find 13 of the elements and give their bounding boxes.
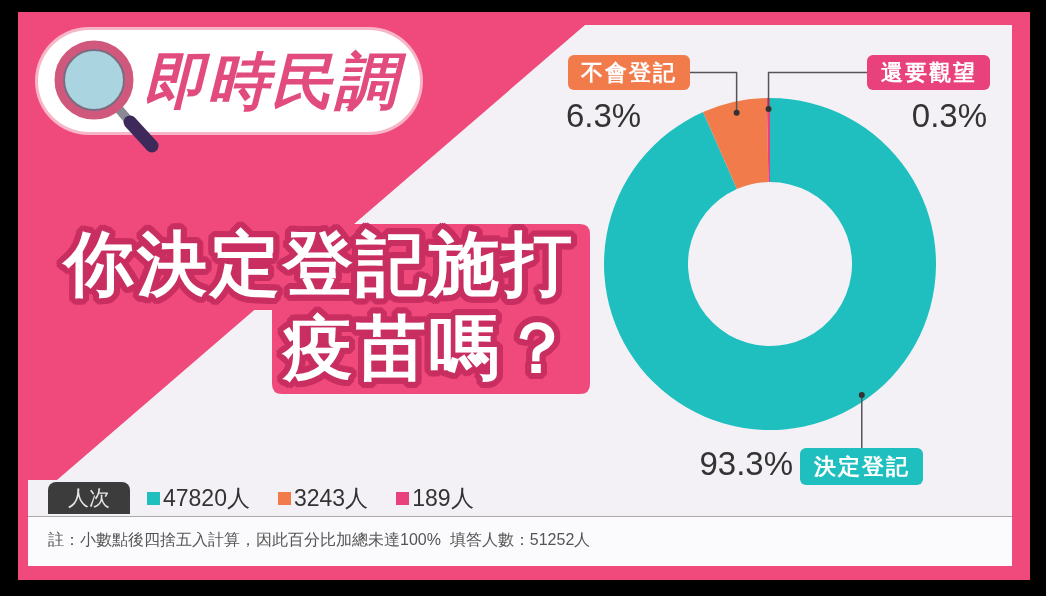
text: 47820人 [163, 483, 250, 513]
slice-label: 不會登記 [568, 55, 690, 90]
text: 你決定登記施打疫苗嗎？ [61, 224, 575, 389]
donut-slice [703, 98, 769, 189]
slice-label: 還要觀望 [867, 55, 990, 90]
slice-label: 決定登記 [800, 448, 923, 485]
data-label: 93.3% [699, 445, 793, 482]
data-label: 0.3% [911, 97, 987, 134]
legend-title: 人次 [48, 482, 130, 514]
text: 3243人 [293, 483, 369, 513]
text: 註：小數點後四捨五入計算，因此百分比加總未達100% 填答人數：51252人 [48, 530, 591, 550]
data-label: 6.3% [566, 97, 642, 134]
text: 189人 [412, 483, 474, 513]
